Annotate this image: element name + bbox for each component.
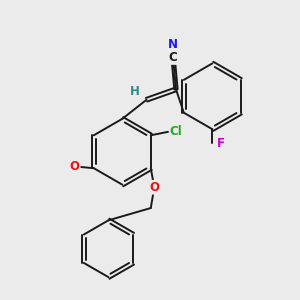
Text: O: O — [70, 160, 80, 173]
Text: F: F — [217, 136, 225, 150]
Text: O: O — [149, 181, 159, 194]
Text: Cl: Cl — [170, 125, 182, 138]
Text: N: N — [167, 38, 178, 51]
Text: H: H — [130, 85, 139, 98]
Text: C: C — [168, 51, 177, 64]
